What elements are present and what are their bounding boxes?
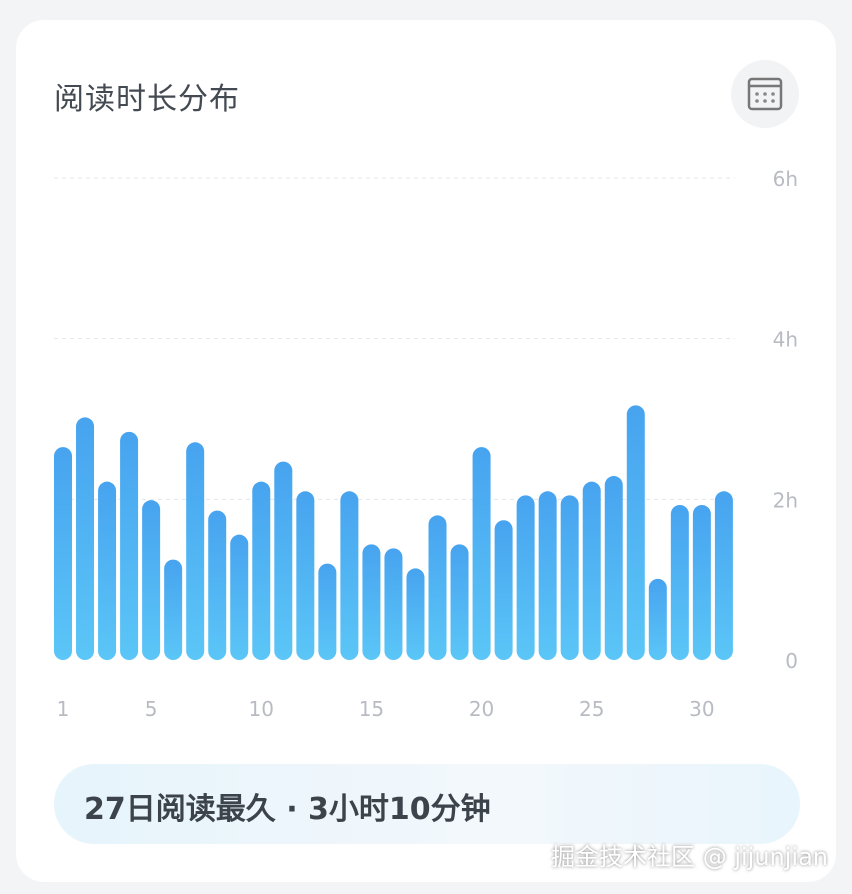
- calendar-button[interactable]: [731, 60, 799, 128]
- bar-day-1[interactable]: [54, 447, 72, 660]
- reading-duration-card: [16, 20, 836, 882]
- y-tick-label: 2h: [773, 488, 798, 512]
- bar-day-5[interactable]: [142, 500, 161, 660]
- x-tick-label: 1: [57, 697, 70, 721]
- bar-day-8[interactable]: [208, 510, 227, 660]
- bar-day-12[interactable]: [296, 491, 315, 660]
- bar-day-6[interactable]: [164, 559, 183, 660]
- bar-day-16[interactable]: [384, 548, 403, 660]
- x-tick-label: 5: [145, 697, 158, 721]
- bar-day-25[interactable]: [582, 481, 601, 660]
- bar-day-26[interactable]: [604, 476, 623, 660]
- x-tick-label: 15: [359, 697, 384, 721]
- bar-day-9[interactable]: [230, 534, 249, 660]
- bar-day-17[interactable]: [406, 568, 425, 660]
- summary-text: 27日阅读最久 · 3小时10分钟: [84, 792, 491, 827]
- x-tick-label: 10: [249, 697, 274, 721]
- bar-day-30[interactable]: [692, 504, 711, 660]
- summary-banner: 27日阅读最久 · 3小时10分钟: [54, 764, 800, 844]
- bar-day-13[interactable]: [318, 563, 337, 660]
- bar-day-3[interactable]: [98, 481, 117, 660]
- bar-day-29[interactable]: [670, 504, 689, 660]
- bar-day-2[interactable]: [76, 417, 95, 660]
- bar-day-27[interactable]: [626, 405, 645, 660]
- bar-day-23[interactable]: [538, 491, 557, 660]
- y-tick-label: 0: [785, 649, 798, 673]
- bar-day-4[interactable]: [120, 431, 139, 660]
- x-tick-label: 20: [469, 697, 494, 721]
- bar-day-11[interactable]: [274, 461, 293, 660]
- bar-day-20[interactable]: [472, 447, 491, 660]
- bar-day-24[interactable]: [560, 495, 579, 660]
- x-tick-label: 25: [579, 697, 604, 721]
- x-tick-label: 30: [689, 697, 714, 721]
- calendar-icon: [747, 77, 783, 111]
- bar-day-7[interactable]: [186, 442, 205, 660]
- card-title: 阅读时长分布: [54, 82, 240, 117]
- y-tick-label: 4h: [773, 328, 798, 352]
- bar-day-28[interactable]: [648, 578, 667, 660]
- bar-day-19[interactable]: [450, 544, 469, 660]
- bar-day-18[interactable]: [428, 515, 447, 660]
- watermark: 掘金技术社区 @ jijunjian: [551, 843, 828, 871]
- bar-day-10[interactable]: [252, 481, 271, 660]
- y-tick-label: 6h: [773, 167, 798, 191]
- bar-day-21[interactable]: [494, 520, 513, 660]
- bar-day-14[interactable]: [340, 491, 359, 660]
- bar-day-31[interactable]: [714, 491, 733, 660]
- bar-day-15[interactable]: [362, 544, 381, 660]
- bar-day-22[interactable]: [516, 495, 535, 660]
